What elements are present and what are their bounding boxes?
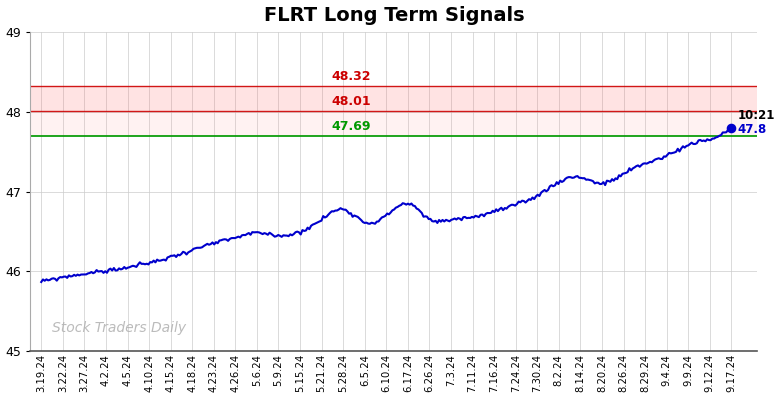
Text: 48.32: 48.32 xyxy=(331,70,371,83)
Text: 48.01: 48.01 xyxy=(331,95,371,107)
Text: Stock Traders Daily: Stock Traders Daily xyxy=(52,322,186,336)
Text: 47.8: 47.8 xyxy=(738,123,767,136)
Bar xyxy=(31,86,757,111)
Title: FLRT Long Term Signals: FLRT Long Term Signals xyxy=(263,6,524,25)
Text: 47.69: 47.69 xyxy=(331,120,371,133)
Point xyxy=(725,125,738,131)
Text: 10:21: 10:21 xyxy=(738,109,775,122)
Bar xyxy=(31,111,757,137)
